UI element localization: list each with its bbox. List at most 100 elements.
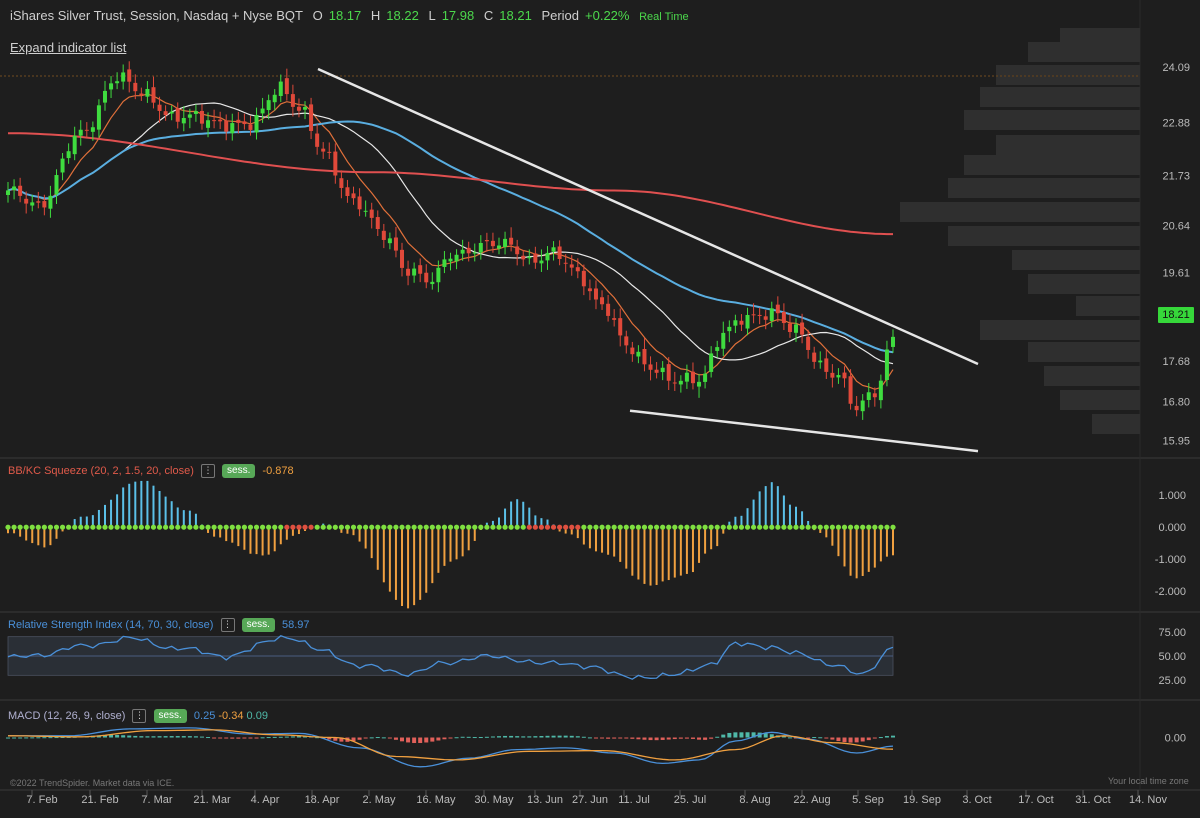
squeeze-dot [120,524,126,530]
squeeze-dot [884,524,890,530]
macd-sess-badge[interactable]: sess. [153,709,187,723]
candle-body [775,304,780,314]
price-axis-tick: 20.64 [1162,220,1190,232]
candle-body [96,105,101,130]
macd-histogram-bar [721,734,726,738]
candle-body [515,246,520,255]
timezone-label[interactable]: Your local time zone [1108,776,1189,786]
expand-indicator-list-link[interactable]: Expand indicator list [10,40,127,55]
squeeze-dot [866,524,872,530]
squeeze-dot [187,524,193,530]
candle-body [42,201,47,208]
squeeze-dot [235,524,241,530]
rsi-sess-badge[interactable]: sess. [241,618,275,632]
squeeze-sess-badge[interactable]: sess. [222,464,256,478]
squeeze-dot [811,524,817,530]
squeeze-dot [775,524,781,530]
macd-histogram-bar [545,735,550,738]
squeeze-dot [96,524,102,530]
squeeze-dot [478,524,484,530]
price-axis-tick: 22.88 [1162,118,1190,130]
macd-histogram-bar [466,736,471,738]
candle-body [351,193,356,199]
volume-profile-bar [1012,250,1140,270]
candle-body [472,252,477,254]
macd-histogram-bar [636,737,641,740]
candle-body [430,281,435,285]
candle-body [836,375,841,378]
macd-histogram-bar [54,737,59,739]
candle-body [448,258,453,262]
macd-histogram-bar [12,737,17,739]
macd-menu-icon[interactable]: ⋮ [132,709,147,723]
squeeze-dot [653,524,660,530]
macd-histogram-bar [127,735,132,738]
squeeze-dot [872,524,878,530]
candle-body [24,198,29,204]
squeeze-dot [381,524,387,530]
squeeze-dot [59,524,66,530]
macd-histogram-bar [375,737,380,739]
date-axis-label: 22. Aug [793,794,830,806]
squeeze-dot [520,524,526,530]
candle-body [454,254,459,262]
candle-body [175,108,180,122]
candle-body [102,90,107,103]
candle-body [842,372,847,379]
candle-body [715,347,720,351]
macd-histogram-bar [254,737,259,739]
volume-profile-bar [980,87,1140,107]
date-axis-label: 3. Oct [962,794,991,806]
candle-body [199,110,204,124]
rsi-menu-icon[interactable]: ⋮ [220,618,235,632]
price-axis-tick: 19.61 [1162,268,1190,280]
volume-profile-bar [900,202,1140,222]
squeeze-dot [326,524,332,530]
candle-body [563,262,568,264]
candle-body [345,187,350,196]
candle-body [60,158,65,173]
candle-body [769,308,774,321]
squeeze-dot [732,524,738,530]
volume-profile-bar [1076,296,1140,316]
squeeze-axis-tick: 1.000 [1158,490,1186,502]
macd-histogram-bar [557,735,562,738]
histogram-value: 0.09 [246,709,268,722]
squeeze-menu-icon[interactable]: ⋮ [200,464,215,478]
date-axis-label: 30. May [474,794,514,806]
squeeze-dot [387,524,393,530]
macd-histogram-bar [818,737,823,739]
squeeze-dot [678,524,684,530]
macd-histogram-bar [339,737,344,742]
squeeze-dot [278,524,284,530]
candle-body [587,288,592,292]
squeeze-dot [23,524,29,530]
squeeze-dot [647,524,654,530]
squeeze-dot [472,524,478,530]
squeeze-dot [799,524,805,530]
candle-body [48,195,53,209]
squeeze-dot [823,524,829,530]
candle-body [90,127,95,132]
candle-body [303,107,308,110]
candle-body [866,392,871,400]
date-axis-label: 16. May [416,794,456,806]
macd-histogram-bar [733,732,738,738]
date-axis-label: 13. Jun [527,794,563,806]
squeeze-dot [890,524,896,530]
volume-profile-bar [980,320,1140,340]
squeeze-dot [599,524,605,530]
candle-body [424,272,429,283]
squeeze-dot [738,524,745,530]
squeeze-dot [854,524,860,530]
macd-histogram-bar [175,736,180,738]
candle-body [872,393,877,398]
macd-histogram-bar [230,737,235,739]
candle-body [260,108,265,114]
macd-histogram-bar [290,736,295,738]
candle-body [727,326,732,332]
squeeze-dot [253,524,260,530]
squeeze-dot [593,524,599,530]
macd-histogram-bar [36,737,41,739]
